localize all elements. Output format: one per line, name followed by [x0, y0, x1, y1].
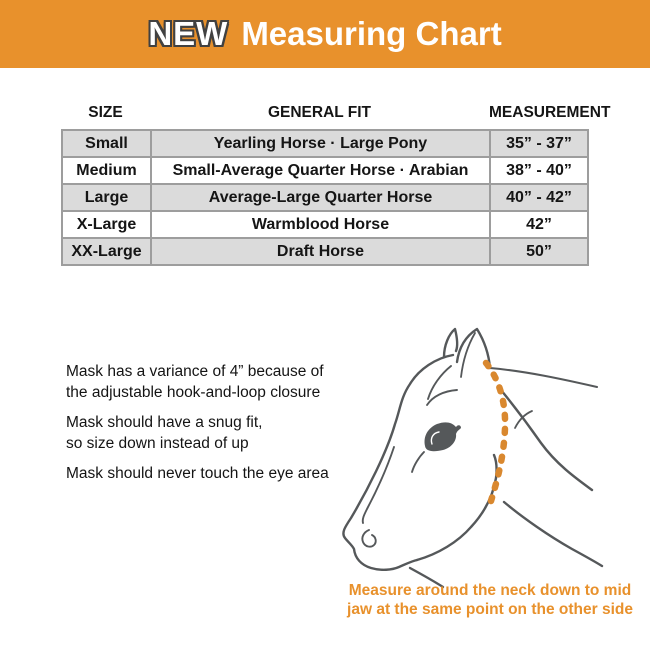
cell-size: X-Large	[61, 210, 152, 239]
cell-size: Medium	[61, 156, 152, 185]
table-row-x-large: X-Large Warmblood Horse 42”	[61, 210, 589, 239]
horse-tear-line	[411, 451, 425, 473]
size-table: Small Yearling Horse · Large Pony 35” - …	[61, 129, 589, 266]
column-header-size: SIZE	[88, 104, 123, 121]
page-title: Measuring Chart	[241, 15, 502, 52]
cell-general-fit: Warmblood Horse	[150, 210, 491, 239]
note-line: so size down instead of up	[66, 435, 249, 452]
note-line: Mask has a variance of 4” because of	[66, 363, 324, 380]
horse-eye-highlight	[430, 431, 440, 445]
caption-line: jaw at the same point on the other side	[347, 601, 633, 618]
cell-size: Small	[61, 129, 152, 158]
cell-general-fit: Small-Average Quarter Horse · Arabian	[150, 156, 491, 185]
size-table-header: SIZE GENERAL FIT MEASUREMENT	[61, 101, 611, 125]
horse-front-ear	[455, 327, 492, 370]
header-banner: NEW Measuring Chart	[0, 0, 650, 68]
horse-nose-inner-line	[361, 446, 395, 524]
horse-profile-outline	[342, 353, 455, 571]
caption-line: Measure around the neck down to mid	[348, 582, 632, 599]
horse-head-illustration	[342, 327, 604, 589]
cell-general-fit: Draft Horse	[150, 237, 491, 266]
horse-jaw-jowl-line	[415, 453, 498, 562]
horse-ear-inner-line	[460, 332, 476, 378]
cell-general-fit: Average-Large Quarter Horse	[150, 183, 491, 212]
note-line: Mask should never touch the eye area	[66, 465, 329, 482]
horse-neck-front-line	[499, 388, 594, 492]
table-row-small: Small Yearling Horse · Large Pony 35” - …	[61, 129, 589, 158]
note-line: the adjustable hook-and-loop closure	[66, 384, 321, 401]
new-badge: NEW	[148, 15, 229, 52]
horse-hair-flick	[514, 410, 533, 429]
horse-eye	[424, 422, 461, 452]
cell-general-fit: Yearling Horse · Large Pony	[150, 129, 491, 158]
note-eye-area: Mask should never touch the eye area	[66, 463, 376, 484]
note-line: Mask should have a snug fit,	[66, 414, 263, 431]
horse-nostril	[361, 529, 377, 548]
note-snug-fit: Mask should have a snug fit, so size dow…	[66, 412, 376, 454]
cell-measurement: 50”	[489, 237, 589, 266]
cell-measurement: 42”	[489, 210, 589, 239]
table-row-large: Large Average-Large Quarter Horse 40” - …	[61, 183, 589, 212]
horse-lower-neck-line	[502, 500, 604, 568]
figure-caption: Measure around the neck down to mid jaw …	[340, 581, 640, 619]
horse-throat-line	[408, 566, 445, 589]
cell-measurement: 40” - 42”	[489, 183, 589, 212]
column-header-measurement: MEASUREMENT	[489, 104, 611, 121]
cell-size: Large	[61, 183, 152, 212]
horse-forelock-line	[427, 365, 452, 400]
table-row-xx-large: XX-Large Draft Horse 50”	[61, 237, 589, 266]
cell-measurement: 35” - 37”	[489, 129, 589, 158]
horse-back-ear	[442, 327, 459, 359]
measurement-dashed-line	[482, 359, 509, 505]
note-variance: Mask has a variance of 4” because of the…	[66, 361, 376, 403]
fit-notes: Mask has a variance of 4” because of the…	[66, 361, 376, 493]
cell-size: XX-Large	[61, 237, 152, 266]
table-row-medium: Medium Small-Average Quarter Horse · Ara…	[61, 156, 589, 185]
column-header-general-fit: GENERAL FIT	[267, 104, 372, 121]
horse-mane-top-line	[489, 367, 598, 388]
cell-measurement: 38” - 40”	[489, 156, 589, 185]
horse-brow-line	[426, 389, 458, 406]
